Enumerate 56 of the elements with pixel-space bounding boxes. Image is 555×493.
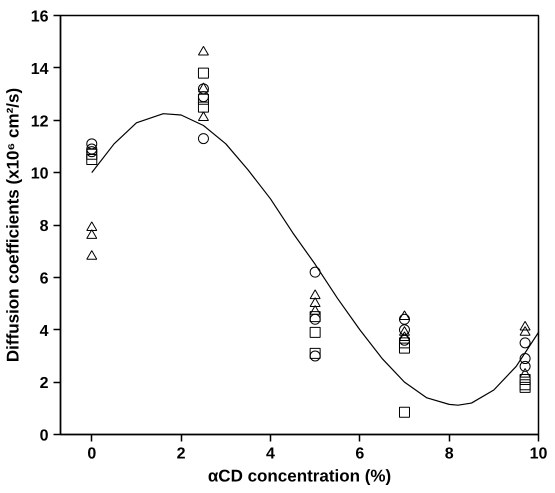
point [520, 320, 531, 331]
y-tick-label: 12 [30, 113, 49, 130]
y-tick-label: 0 [40, 428, 49, 444]
x-tick-label: 4 [266, 446, 276, 462]
point [86, 138, 98, 150]
x-tick-label: 8 [444, 446, 454, 462]
point [520, 379, 531, 390]
point [198, 46, 209, 56]
y-tick-label: 16 [30, 8, 49, 26]
y-axis-title: Diffusion coefficients (x10⁶ cm²/s) [4, 88, 23, 362]
point [198, 68, 209, 79]
y-tick-label: 10 [30, 166, 49, 183]
point [198, 102, 209, 113]
x-tick-label: 2 [176, 446, 186, 462]
point [520, 353, 531, 364]
point [310, 314, 321, 325]
y-tick-label: 8 [40, 218, 49, 235]
point [86, 146, 98, 158]
point [520, 374, 531, 386]
point [520, 382, 531, 393]
x-tick-label: 6 [355, 446, 364, 462]
point [398, 314, 410, 325]
y-tick-label: 4 [40, 322, 49, 340]
point [398, 406, 410, 418]
y-tick-label: 6 [40, 270, 49, 288]
point [310, 297, 321, 307]
point [398, 331, 410, 341]
point [310, 348, 321, 359]
point [86, 144, 98, 155]
point [310, 289, 321, 300]
y-tick-label: 2 [40, 375, 49, 392]
point [86, 250, 98, 260]
point [86, 148, 98, 160]
y-tick-label: 14 [30, 60, 49, 78]
point [520, 360, 531, 372]
point [86, 221, 98, 232]
x-tick-label: 0 [87, 446, 96, 462]
point [198, 133, 209, 144]
point [520, 337, 531, 348]
x-tick-label: 10 [530, 446, 548, 462]
point [310, 350, 321, 362]
point [198, 94, 209, 105]
point [520, 326, 531, 336]
x-axis-title: αCD concentration (%) [208, 466, 392, 486]
point [310, 305, 321, 315]
point [398, 310, 410, 320]
point [310, 266, 321, 278]
point [398, 337, 410, 348]
point [86, 229, 98, 239]
point [198, 91, 209, 102]
point [520, 368, 531, 378]
point [86, 154, 98, 166]
point [310, 311, 321, 322]
point [310, 326, 321, 338]
point [198, 111, 209, 122]
point [398, 342, 410, 354]
